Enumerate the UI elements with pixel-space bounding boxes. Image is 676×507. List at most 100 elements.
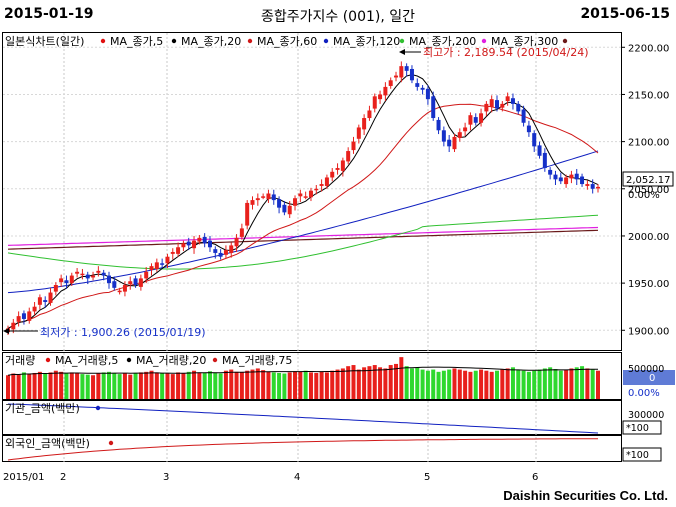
candle-body-21	[117, 290, 122, 293]
inst-tick: 300000	[628, 410, 664, 421]
volume-bar-20	[112, 372, 117, 399]
foreign-line	[7, 438, 598, 461]
candle-body-72	[388, 80, 393, 86]
volume-bar-1	[11, 373, 16, 399]
legend-dot-ma20	[171, 38, 177, 44]
high-annotation: 최고가 : 2,189.54 (2015/04/24)	[423, 46, 589, 59]
candle-body-5	[32, 306, 37, 312]
price-tick-5: 1950.00	[628, 279, 669, 290]
candle-body-13	[75, 271, 80, 274]
volume-bar-13	[75, 372, 80, 399]
volume-bar-43	[234, 371, 239, 399]
volume-bar-25	[138, 372, 143, 399]
volume-bar-61	[330, 370, 335, 399]
legend-dot-ma300	[481, 38, 487, 44]
volume-bar-17	[96, 373, 101, 399]
volume-bar-92	[495, 370, 500, 399]
volume-bar-2	[16, 374, 21, 399]
volume-bar-46	[250, 369, 255, 399]
volume-bar-33	[181, 372, 186, 399]
volume-bar-21	[117, 374, 122, 399]
candle-body-27	[149, 266, 154, 270]
volume-bar-50	[271, 372, 276, 399]
candle-body-71	[383, 86, 388, 96]
volume-bar-68	[367, 366, 372, 399]
volume-bar-91	[489, 371, 494, 399]
candle-body-61	[330, 171, 335, 178]
volume-bar-102	[548, 367, 553, 399]
vlegend-dot-75	[212, 357, 218, 363]
candle-body-18	[101, 272, 106, 276]
candle-body-14	[80, 273, 85, 276]
candle-body-16	[91, 275, 96, 278]
volume-bar-108	[580, 366, 585, 399]
volume-bar-70	[378, 367, 383, 399]
volume-bar-87	[468, 371, 473, 399]
volume-bar-82	[441, 370, 446, 399]
volume-bar-85	[457, 369, 462, 399]
candle-body-66	[356, 127, 361, 139]
candle-body-46	[250, 200, 255, 205]
panel-frames	[2, 32, 622, 462]
volume-bar-106	[569, 368, 574, 399]
candle-body-95	[510, 98, 515, 104]
volume-bar-81	[436, 371, 441, 399]
ma300-line	[7, 229, 599, 250]
volume-bar-78	[420, 369, 425, 399]
candle-body-79	[425, 88, 430, 100]
volume-bar-41	[223, 370, 228, 399]
volume-bar-28	[154, 372, 159, 399]
volume-bar-89	[479, 369, 484, 399]
volume-value-box	[623, 370, 675, 385]
candle-body-4	[27, 311, 32, 321]
candle-body-10	[59, 278, 64, 283]
candle-body-85	[457, 132, 462, 138]
volume-bar-72	[388, 365, 393, 399]
header-end-date: 2015-06-15	[580, 6, 670, 22]
price-panel-title: 일본식차트(일간)	[5, 34, 84, 48]
volume-bar-36	[197, 372, 202, 399]
ma20-line	[7, 74, 599, 329]
candle-body-15	[85, 274, 90, 279]
candle-body-73	[394, 75, 399, 78]
volume-bar-52	[282, 373, 287, 399]
candle-body-65	[351, 141, 356, 151]
candle-body-62	[335, 168, 340, 170]
foreign-panel-frame	[2, 435, 622, 462]
volume-bar-111	[596, 370, 600, 399]
candle-body-42	[229, 245, 234, 253]
volume-bar-15	[85, 374, 90, 399]
legend-dot-ma60	[247, 38, 253, 44]
volume-bar-23	[128, 374, 133, 399]
chart-title: 종합주가지수 (001), 일간	[260, 9, 416, 25]
last-value-box	[622, 171, 674, 187]
price-change-label: 0.00%	[628, 190, 660, 201]
candle-body-87	[468, 115, 473, 125]
candle-body-102	[548, 169, 553, 175]
volume-bar-58	[314, 372, 319, 399]
volume-bar-32	[176, 372, 181, 399]
volume-bar-73	[394, 363, 399, 399]
volume-bar-99	[532, 370, 537, 399]
volume-bar-53	[287, 372, 292, 399]
candle-body-108	[580, 176, 585, 185]
legend-dot-ma5	[100, 38, 106, 44]
candle-body-78	[420, 87, 425, 90]
volume-bar-107	[574, 367, 579, 399]
volume-tick: 500000	[628, 364, 664, 375]
candle-body-84	[452, 136, 457, 150]
price-tick-2: 2100.00	[628, 138, 669, 149]
candle-body-104	[558, 177, 563, 182]
volume-bar-35	[192, 370, 197, 399]
candle-body-17	[96, 270, 101, 273]
volume-bar-105	[564, 369, 569, 399]
volume-bar-88	[473, 370, 478, 399]
candle-body-34	[186, 241, 191, 246]
candle-body-96	[516, 103, 521, 112]
volume-bar-45	[245, 370, 250, 399]
candle-body-11	[64, 280, 69, 284]
candle-body-24	[133, 278, 138, 286]
candle-body-99	[532, 133, 537, 147]
volume-bar-80	[431, 369, 436, 399]
candle-body-47	[255, 198, 260, 201]
